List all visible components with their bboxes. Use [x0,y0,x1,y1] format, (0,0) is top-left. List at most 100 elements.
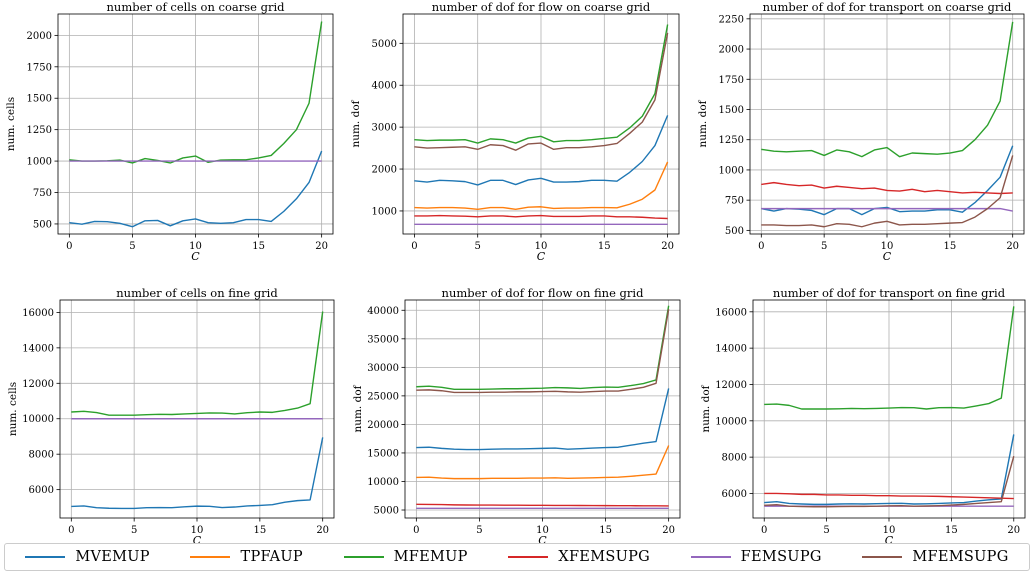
series-line-femsupg [761,207,1013,212]
y-tick-label: 35000 [367,334,399,345]
x-tick-label: 5 [129,241,135,252]
x-tick-label: 5 [475,241,481,252]
y-tick-label: 10000 [715,416,747,427]
y-axis-label: num. cells [5,97,17,151]
x-tick-label: 10 [881,241,894,252]
y-tick-label: 1750 [719,75,744,86]
chart-title: number of cells on coarse grid [107,0,286,14]
legend-label: TPFAUP [240,549,303,565]
series-group [764,306,1015,508]
y-tick-label: 12000 [715,380,747,391]
series-line-mfemup [761,21,1014,158]
y-tick-label: 2000 [719,45,744,56]
chart-title: number of dof for transport on fine grid [773,286,1006,300]
series-line-mfemsupg [764,456,1015,508]
series-line-mfemup [764,306,1015,410]
legend-label: MFEMSUPG [912,549,1009,565]
x-tick-label: 5 [476,525,482,536]
x-tick-label: 10 [883,525,896,536]
legend-item-xfemsupg: XFEMSUPG [508,549,650,565]
subplot-2: 0 5 10 15 20 1000 2000 3000 4000 5000 number of do… [350,0,680,263]
x-tick-label: 0 [413,525,419,536]
x-tick-label: 20 [316,525,329,536]
y-tick-label: 12000 [22,379,54,390]
y-tick-label: 1750 [27,62,52,73]
y-tick-label: 1250 [27,125,52,136]
x-axis-label: C [538,534,547,547]
y-tick-label: 14000 [22,343,54,354]
x-tick-label: 20 [1006,241,1019,252]
x-tick-label: 5 [821,241,827,252]
y-axis-label: num. dof [352,384,364,432]
y-axis-label: num. dof [697,99,709,147]
y-tick-label: 2000 [27,31,52,42]
series-line-mfemup [416,305,670,391]
legend-label: MVEMUP [75,549,150,565]
y-tick-label: 14000 [715,344,747,355]
x-tick-label: 20 [315,241,328,252]
x-tick-label: 20 [1007,525,1020,536]
y-axis-label: num. dof [350,99,362,147]
legend-swatch [862,556,903,558]
y-tick-label: 4000 [372,81,397,92]
series-line-mvemup [764,434,1015,506]
x-tick-label: 0 [68,525,74,536]
legend-swatch [343,556,384,558]
legend-item-femsupg: FEMSUPG [690,549,822,565]
subplot-5: 0 5 10 15 20 5000 10000 15000 20000 25000 30000 350… [352,286,681,547]
chart-title: number of cells on fine grid [116,286,278,300]
y-tick-label: 20000 [367,420,399,431]
series-group [71,311,324,510]
y-tick-label: 25000 [367,391,399,402]
y-tick-label: 1500 [719,105,744,116]
y-tick-label: 500 [725,226,744,237]
legend: MVEMUP TPFAUP MFEMUP XFEMSUPG FEMSUPG MF… [4,543,1030,571]
y-tick-label: 10000 [22,414,54,425]
legend-swatch [190,556,231,558]
series-line-xfemsupg [416,503,669,507]
chart-title: number of dof for flow on fine grid [442,286,645,300]
x-axis-label: C [193,534,202,547]
series-group [69,21,323,228]
series-group [416,305,670,509]
x-tick-label: 15 [945,525,958,536]
legend-item-mfemsupg: MFEMSUPG [862,549,1008,565]
y-tick-label: 1000 [372,206,397,217]
x-tick-label: 15 [943,241,956,252]
legend-item-mvemup: MVEMUP [25,549,150,565]
series-line-mfemup [71,311,324,416]
series-line-mvemup [414,115,669,186]
y-tick-label: 750 [725,196,744,207]
x-tick-label: 5 [131,525,137,536]
series-line-xfemsupg [764,492,1014,500]
x-tick-label: 10 [191,525,204,536]
y-tick-label: 8000 [29,450,54,461]
y-tick-label: 15000 [367,448,399,459]
series-line-mfemup [414,24,669,144]
x-tick-label: 0 [66,241,72,252]
x-tick-label: 0 [758,241,764,252]
series-line-mfemsupg [416,309,670,394]
subplot-6: 0 5 10 15 20 6000 8000 10000 12000 14000 16000 numb… [700,286,1026,547]
legend-label: MFEMUP [393,549,468,565]
series-line-mfemsupg [761,155,1014,228]
x-tick-label: 5 [823,525,829,536]
y-axis-label: num. cells [7,382,19,436]
series-line-xfemsupg [761,181,1013,195]
legend-swatch [690,556,731,558]
legend-item-mfemup: MFEMUP [343,549,468,565]
legend-label: FEMSUPG [740,549,822,565]
x-tick-label: 10 [189,241,202,252]
y-tick-label: 2000 [372,165,397,176]
chart-title: number of dof for flow on coarse grid [432,0,651,14]
series-line-xfemsupg [414,214,668,220]
series-line-tpfaup [414,161,669,210]
series-group [761,21,1014,228]
series-line-mvemup [416,388,670,451]
x-tick-label: 15 [599,525,612,536]
x-tick-label: 20 [662,525,675,536]
series-line-mvemup [71,437,324,510]
y-tick-label: 500 [33,219,52,230]
y-axis-label: num. dof [700,384,712,432]
